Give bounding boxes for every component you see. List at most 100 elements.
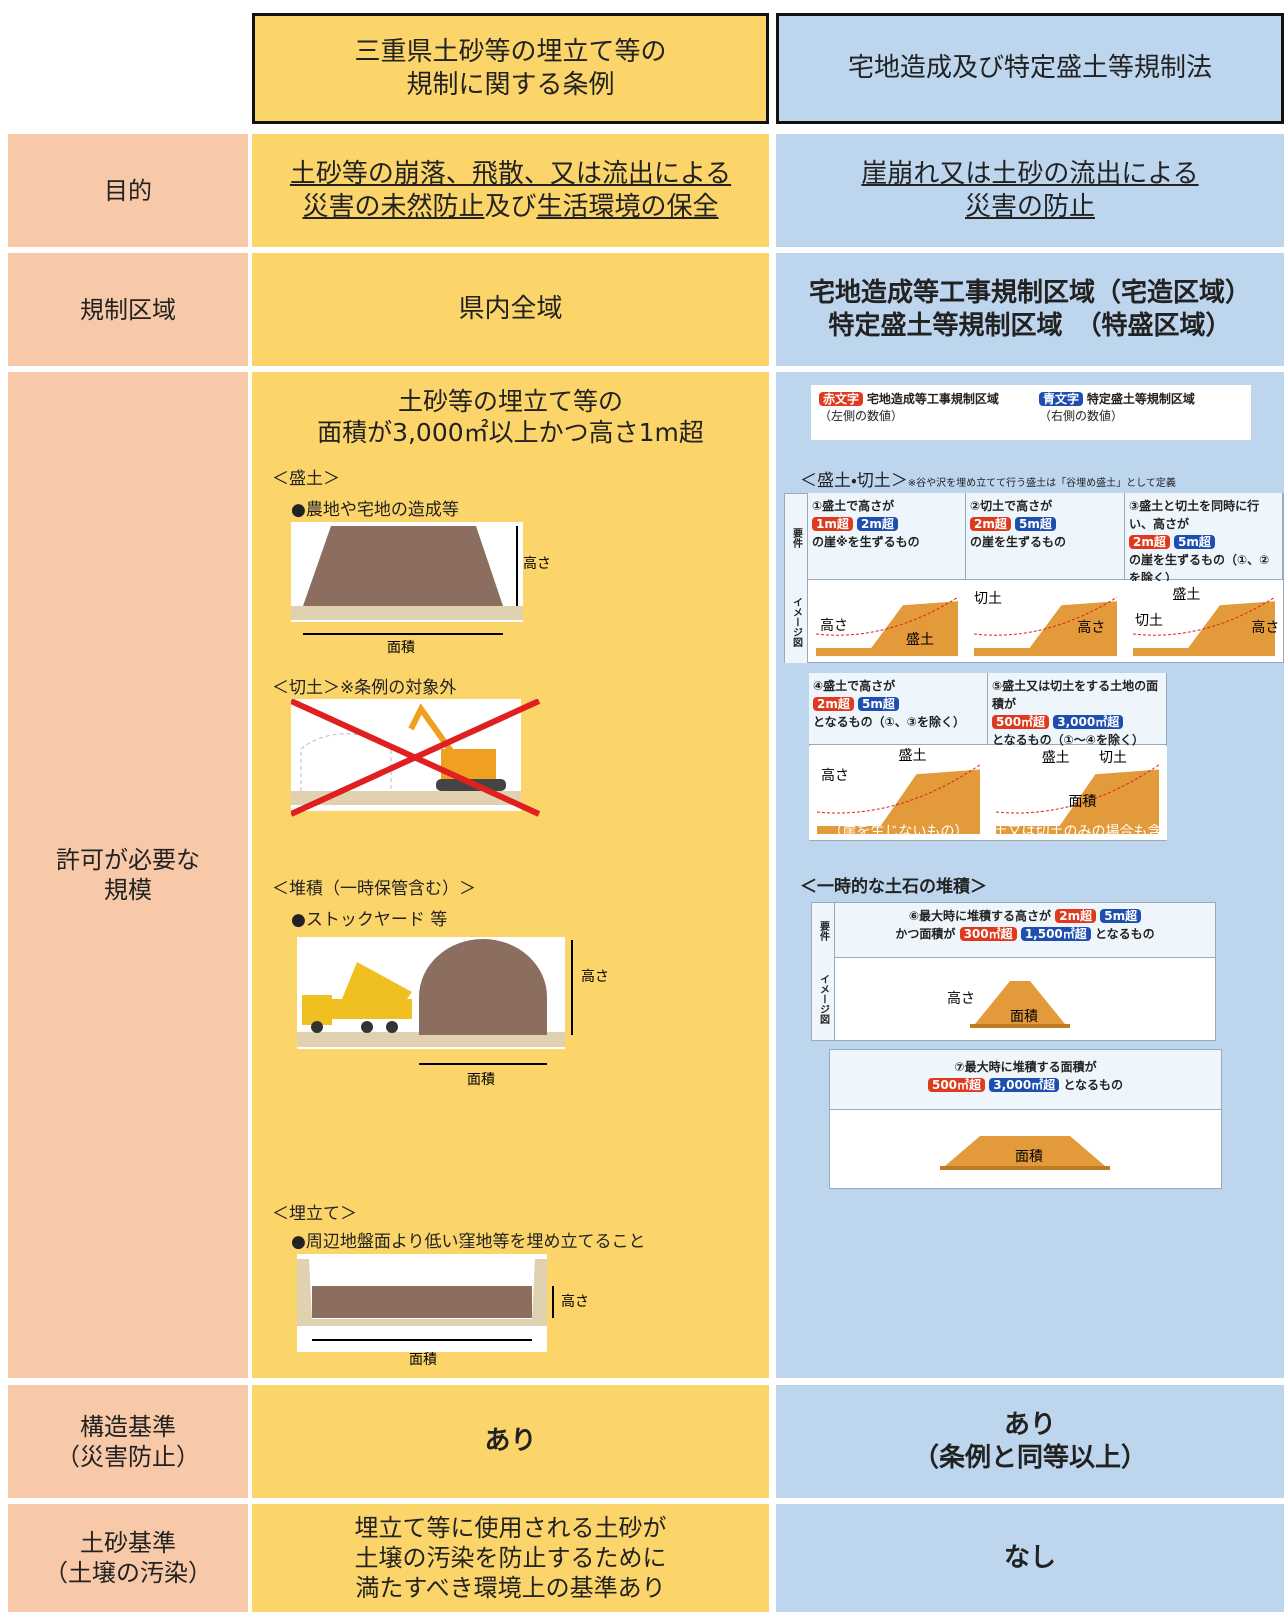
- row-label: 許可が必要な 規模: [8, 372, 248, 1378]
- structure-ordinance: あり: [252, 1385, 769, 1498]
- diagram-label: 切土: [974, 591, 1002, 607]
- badges: 500㎡超 3,000㎡超: [992, 713, 1162, 731]
- case-tail: となるもの: [1094, 927, 1155, 941]
- diagram-label: 盛土: [1042, 750, 1070, 766]
- case-lead: ①盛土で高さが: [812, 499, 895, 513]
- bullet: ●農地や宅地の造成等: [291, 500, 459, 520]
- legend-item: 赤文字 宅地造成等工事規制区域 （左側の数値）: [819, 391, 999, 425]
- caption: （盛土又は切土のみの場合も含む）: [988, 824, 1167, 840]
- heading: ＜切土＞: [272, 678, 340, 698]
- diagram-label: 高さ: [1077, 619, 1105, 636]
- badges: 2m超 5m超: [813, 695, 983, 713]
- badge-red: 2m超: [1129, 535, 1170, 549]
- legend-region: 宅地造成等工事規制区域: [866, 392, 999, 406]
- case-text: ①盛土で高さが 1m超 2m超の崖※を生ずるもの: [808, 493, 966, 580]
- badge-red: 500㎡超: [927, 1078, 986, 1092]
- badge-blue: 5m超: [1015, 517, 1056, 531]
- text-line: 災害の防止: [965, 191, 1095, 224]
- diagram-label: 面積: [1010, 1009, 1038, 1025]
- section-heading: ＜盛土・切土＞※谷や沢を埋め立てて行う盛土は「谷埋め盛土」として定義: [800, 466, 1176, 491]
- legend-note: （右側の数値）: [1039, 408, 1124, 423]
- pile-image: 高さ 面積: [947, 981, 1070, 1028]
- text-segment: 土砂等の崩落、飛散、又は流出による: [289, 159, 732, 189]
- region-law: 宅地造成等工事規制区域（宅造区域） 特定盛土等規制区域 （特盛区域）: [776, 253, 1284, 366]
- badge-red: 2m超: [970, 517, 1011, 531]
- slope: [996, 769, 1159, 834]
- badge-red: 2m超: [1055, 909, 1097, 923]
- pile-image: 面積: [940, 1136, 1110, 1170]
- case-lead: ②切土で高さが: [970, 499, 1053, 513]
- diagram-label: 高さ: [821, 767, 849, 784]
- case-text: ④盛土で高さが 2m超 5m超 となるもの（①、③を除く）: [809, 673, 988, 745]
- case-tail: の崖※を生ずるもの: [812, 535, 920, 549]
- purpose-ordinance: 土砂等の崩落、飛散、又は流出による 災害の未然防止及び生活環境の保全: [252, 134, 769, 247]
- section-heading: ＜堆積（一時保管含む）＞: [272, 879, 476, 899]
- diagram-label: 高さ: [581, 968, 609, 985]
- row-label: 構造基準 （災害防止）: [8, 1385, 248, 1498]
- slope: [817, 769, 980, 834]
- case-lead: ⑥最大時に堆積する高さが: [908, 909, 1052, 923]
- slope-line: [973, 596, 1118, 636]
- region-ordinance: 県内全域: [252, 253, 769, 366]
- section-heading: ＜一時的な土石の堆積＞: [800, 877, 987, 897]
- diagram-label: 高さ: [820, 617, 848, 634]
- text-segment: 災害の防止: [964, 191, 1095, 222]
- row-label: 目的: [8, 134, 248, 247]
- section-heading: ＜切土＞※条例の対象外: [272, 673, 456, 698]
- case-tail: となるもの: [1063, 1078, 1124, 1092]
- badge-red: 2m超: [813, 697, 854, 711]
- legend-region: 特定盛土等規制区域: [1086, 392, 1195, 406]
- diagram-label: 面積: [409, 1352, 437, 1368]
- note: ※条例の対象外: [340, 678, 457, 698]
- diagram-label: 切土: [1099, 750, 1127, 766]
- legend-note: （左側の数値）: [819, 408, 904, 423]
- case-text: ⑥最大時に堆積する高さが 2m超 5m超 かつ面積が 300㎡超 1,500㎡超…: [835, 903, 1215, 958]
- badges: 2m超 5m超: [1129, 533, 1278, 551]
- case-lead: ⑤盛土又は切土をする土地の面積が: [992, 679, 1159, 711]
- badges: 1m超 2m超: [812, 515, 961, 533]
- badge-blue: 5m超: [1174, 535, 1215, 549]
- soil-ordinance: 埋立て等に使用される土砂が 土壌の汚染を防止するために 満たすべき環境上の基準あ…: [252, 1504, 769, 1612]
- case-text: ②切土で高さが 2m超 5m超 の崖を生ずるもの: [966, 493, 1125, 580]
- slope-line: [995, 764, 1160, 814]
- text-segment: 及び: [484, 191, 537, 222]
- heading: ＜盛土・切土＞: [800, 471, 908, 491]
- text-segment: 災害の未然防止: [302, 191, 485, 222]
- case-text: ③盛土と切土を同時に行い、高さが 2m超 5m超 の崖を生ずるもの（①、②を除く）: [1125, 493, 1283, 585]
- header-ordinance: 三重県土砂等の埋立て等の 規制に関する条例: [252, 13, 769, 124]
- row-label: 土砂基準 （土壌の汚染）: [8, 1504, 248, 1612]
- badge-red: 1m超: [812, 517, 853, 531]
- badges: 2m超 5m超: [970, 515, 1120, 533]
- row-label: 規制区域: [8, 253, 248, 366]
- text-segment: 生活環境の保全: [536, 191, 719, 222]
- text-line: 崖崩れ又は土砂の流出による: [861, 158, 1198, 191]
- diagram-label: 高さ: [561, 1293, 589, 1310]
- header-law: 宅地造成及び特定盛土等規制法: [776, 13, 1284, 124]
- side-label: イメージ図: [785, 581, 808, 663]
- slope-line: [815, 596, 959, 636]
- case-tail: となるもの（①～④を除く）: [992, 733, 1144, 747]
- badge-red: 300㎡超: [959, 927, 1017, 941]
- case-lead: ⑦最大時に堆積する面積が: [954, 1060, 1097, 1074]
- section-heading: ＜埋立て＞: [272, 1204, 357, 1224]
- purpose-law: 崖崩れ又は土砂の流出による 災害の防止: [776, 134, 1284, 247]
- diagram-label: 盛土: [906, 632, 934, 648]
- badge-blue: 3,000㎡超: [989, 1078, 1060, 1092]
- diagram-label: 高さ: [523, 555, 551, 572]
- badge-blue: 3,000㎡超: [1053, 715, 1124, 729]
- text-line: 災害の未然防止及び生活環境の保全: [302, 191, 718, 224]
- badge-blue: 5m超: [1100, 909, 1142, 923]
- diagram-label: 高さ: [947, 990, 975, 1007]
- side-label: 要件: [785, 494, 808, 581]
- pile-diagram: 高さ 面積: [297, 937, 609, 1088]
- requirement-table: 要件 イメージ図 ⑥最大時に堆積する高さが 2m超 5m超 かつ面積が 300㎡…: [811, 902, 1216, 1041]
- badge-blue: 5m超: [858, 697, 899, 711]
- slope-line: [1132, 596, 1276, 636]
- diagram-label: 高さ: [1251, 619, 1279, 636]
- case-lead: ③盛土と切土を同時に行い、高さが: [1129, 499, 1260, 531]
